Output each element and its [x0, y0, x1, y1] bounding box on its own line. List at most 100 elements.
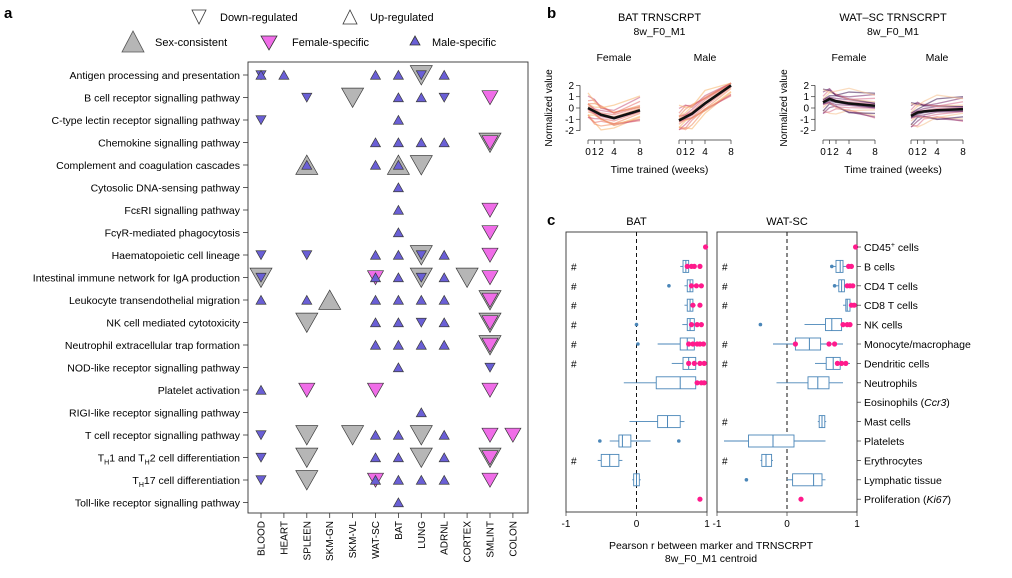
marker-male-up: [392, 272, 405, 283]
legend-male-label: Male-specific: [432, 37, 497, 49]
panel-c-cell-label: Proliferation (Ki67): [864, 494, 951, 506]
panel-c-male-point: [832, 284, 837, 288]
panel-c-female-point: [697, 263, 703, 269]
marker-male-up: [392, 92, 405, 103]
panel-b-xtick-label: 2: [921, 147, 927, 158]
panel-b-xtick-label: 2: [689, 147, 695, 158]
marker-male-up: [255, 69, 267, 80]
panel-b-subtitle: 8w_F0_M1: [634, 26, 686, 38]
panel-b-xtick-label: 0: [676, 147, 682, 158]
panel-b-xtick-label: 4: [846, 147, 852, 158]
panel-b-xtick-label: 0: [585, 147, 591, 158]
legend-consistent-label: Sex-consistent: [155, 37, 227, 49]
panel-c-female-point: [688, 283, 695, 289]
marker-male-up: [255, 384, 267, 395]
marker-male-up: [438, 294, 450, 305]
panel-c-cell-label: CD45+ cells: [864, 242, 919, 254]
panel-c-significance-mark: #: [571, 301, 577, 312]
marker-male-up: [369, 474, 382, 485]
marker-consistent-down: [295, 447, 319, 469]
panel-c-female-point: [853, 244, 859, 250]
panel-b-ytick-label: -2: [565, 126, 574, 137]
panel-c-box: [825, 318, 843, 332]
panel-b-xtick-label: 2: [833, 147, 839, 158]
panel-b-trajectory: [587, 92, 641, 109]
panel-b-ytick-label: 0: [803, 104, 809, 115]
panel-c-female-point: [694, 380, 700, 386]
marker-male-up: [415, 294, 427, 305]
panel-label-c: c: [547, 212, 555, 229]
marker-male-down: [484, 362, 496, 373]
legend-down-triangle: [191, 9, 207, 25]
marker-male-up: [438, 272, 450, 283]
marker-male-up: [392, 69, 405, 80]
panel-c-female-point: [798, 496, 804, 502]
marker-male-up: [392, 294, 405, 305]
panel-b-ytick-label: -1: [565, 115, 574, 126]
tissue-label: HEART: [279, 521, 290, 555]
panel-b-xtick-label: 1: [683, 147, 689, 158]
panel-a-tissue-labels: BLOOD HEART SPLEEN SKM-GN SKM-VL WAT-SC BAT LUN…: [257, 513, 519, 563]
marker-male-up: [392, 204, 405, 215]
panel-c-female-point: [697, 302, 703, 308]
panel-b-xtick-label: 1: [827, 147, 833, 158]
panel-c-male-point: [667, 284, 671, 288]
panel-b-xtick-label: 1: [915, 147, 921, 158]
marker-consistent-down: [409, 155, 433, 176]
marker-male-up: [392, 452, 405, 463]
panel-b-subtitle: 8w_F0_M1: [867, 26, 919, 38]
marker-male-up: [438, 452, 450, 463]
pathway-label: TH1 and TH2 cell differentiation: [98, 453, 240, 467]
panel-c-female-point: [686, 341, 692, 347]
panel-c-box: [657, 415, 681, 429]
pathway-label: C-type lectin receptor signalling pathwa…: [51, 115, 240, 127]
panel-b-trajectory: [910, 94, 964, 107]
panel-c-cell-label: Dendritic cells: [864, 358, 929, 370]
tissue-label: COLON: [508, 521, 519, 557]
panel-b-trajectory: [678, 82, 732, 109]
marker-male-down: [438, 92, 450, 103]
pathway-label: Toll-like receptor signalling pathway: [75, 498, 241, 510]
panel-b-ytick-label: 0: [568, 104, 574, 115]
panel-c-xtick-label: -1: [562, 519, 571, 530]
marker-female-down: [481, 472, 499, 488]
pathway-label: Antigen processing and presentation: [70, 70, 241, 82]
panel-c-cell-label: CD8 T cells: [864, 300, 918, 312]
legend-down-label: Down-regulated: [220, 12, 298, 24]
marker-male-up: [438, 317, 450, 328]
marker-male-down: [415, 272, 427, 283]
marker-male-up: [369, 429, 382, 440]
panel-c-cell-label: Monocyte/macrophage: [864, 339, 971, 351]
marker-consistent-down: [409, 425, 433, 446]
panel-c-male-point: [636, 342, 640, 346]
panel-c-female-point: [690, 341, 696, 347]
panel-b-mean-line: [678, 84, 732, 122]
marker-male-down: [255, 250, 267, 261]
marker-male-up: [392, 362, 405, 373]
marker-consistent-down: [295, 425, 319, 446]
panel-c-box: [748, 434, 795, 448]
panel-c-significance-mark: #: [722, 359, 728, 370]
panel-b-xtick-label: 8: [728, 147, 734, 158]
panel-c-female-point: [843, 360, 849, 366]
panel-c-cell-label: B cells: [864, 261, 895, 273]
panel-c-xtick-label: 0: [634, 519, 640, 530]
panel-c-cell-label: NK cells: [864, 320, 903, 332]
marker-male-up: [392, 182, 405, 193]
pathway-label: Neutrophil extracellular trap formation: [65, 340, 240, 352]
pathway-label: Cytosolic DNA-sensing pathway: [91, 183, 241, 195]
marker-male-up: [278, 69, 290, 80]
panel-c-box: [807, 376, 830, 390]
marker-male-up: [415, 137, 427, 148]
marker-male-down: [415, 250, 427, 261]
panel-c-male-point: [634, 322, 639, 327]
marker-female-down: [481, 135, 499, 151]
marker-male-up: [369, 137, 382, 148]
panel-a-markers: [249, 65, 522, 508]
panel-b-trajectory: [678, 82, 732, 114]
marker-male-up: [438, 249, 450, 260]
panel-c-female-point: [691, 263, 697, 269]
marker-female-down: [481, 427, 499, 443]
panel-b-xlabel: Time trained (weeks): [844, 164, 942, 176]
